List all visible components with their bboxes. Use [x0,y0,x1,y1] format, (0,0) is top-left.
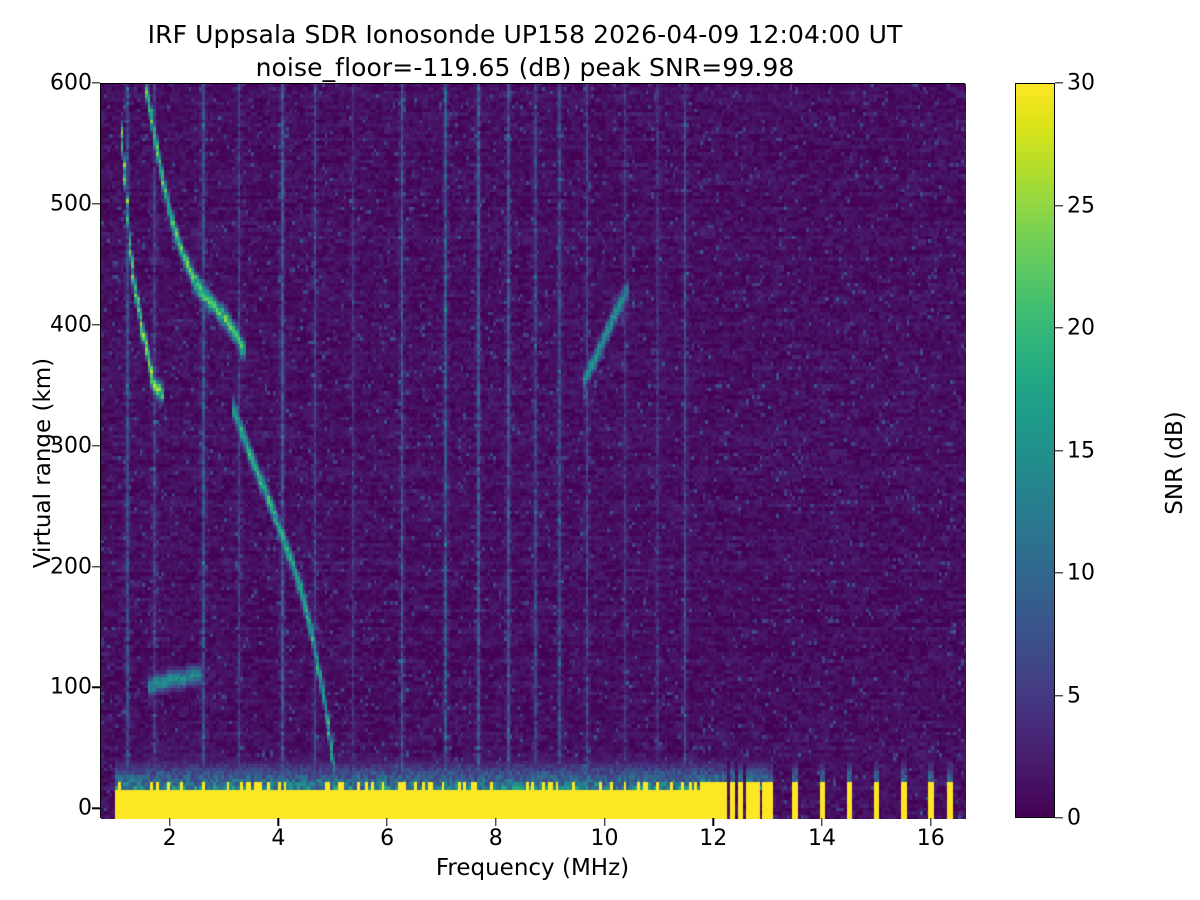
x-tick-mark [386,818,388,826]
y-tick-label: 500 [50,191,92,217]
x-tick-label: 2 [162,826,177,851]
y-tick-label: 400 [50,312,92,338]
y-tick-mark [92,444,100,447]
colorbar-tick-label: 30 [1067,70,1095,96]
colorbar-tick-label: 5 [1067,683,1081,708]
x-tick-label: 14 [808,826,836,851]
x-tick-label: 12 [699,826,728,851]
colorbar-tick-mark [1055,327,1063,329]
x-tick-label: 8 [488,826,503,851]
colorbar-tick-label: 25 [1067,193,1095,218]
colorbar-tick-label: 0 [1067,805,1081,831]
x-tick-mark [712,818,714,826]
colorbar-wrapper [1015,83,1055,818]
plot-axes [100,83,966,819]
x-tick-mark [603,818,606,826]
colorbar-tick-mark [1055,449,1063,452]
y-tick-label: 200 [50,554,92,580]
y-tick-mark [92,565,100,568]
y-tick-label: 100 [50,674,92,700]
colorbar-tick-mark [1055,817,1063,819]
y-tick-label: 0 [78,795,92,821]
ionogram-heatmap [101,84,966,819]
x-tick-mark [821,818,823,826]
x-tick-label: 16 [916,826,945,851]
x-axis-label: Frequency (MHz) [435,855,630,881]
colorbar-tick-label: 15 [1067,438,1095,463]
x-tick-label: 4 [271,826,286,851]
colorbar-label: SNR (dB) [1162,411,1188,515]
x-tick-mark [277,818,280,826]
x-tick-label: 10 [590,826,619,851]
colorbar-tick-mark [1055,572,1063,574]
y-tick-mark [92,807,100,810]
colorbar-tick-label: 10 [1067,560,1095,586]
colorbar [1015,83,1055,818]
y-tick-mark [92,203,100,205]
x-tick-label: 6 [380,826,395,851]
title-line-2: noise_floor=-119.65 (dB) peak SNR=99.98 [255,53,795,82]
y-tick-mark [92,82,100,84]
title-line-1: IRF Uppsala SDR Ionosonde UP158 2026-04-… [147,20,903,49]
x-tick-mark [168,818,171,826]
colorbar-tick-mark [1055,204,1063,207]
y-tick-mark [92,686,100,689]
y-axis-label: Virtual range (km) [30,357,56,569]
figure-title: IRF Uppsala SDR Ionosonde UP158 2026-04-… [0,18,1050,84]
y-tick-label: 300 [50,433,92,459]
y-tick-mark [92,324,100,326]
x-tick-mark [495,818,497,826]
colorbar-tick-mark [1055,82,1063,84]
x-tick-mark [930,818,932,826]
y-tick-label: 600 [50,70,92,96]
colorbar-tick-label: 20 [1067,315,1095,341]
colorbar-tick-mark [1055,694,1063,697]
